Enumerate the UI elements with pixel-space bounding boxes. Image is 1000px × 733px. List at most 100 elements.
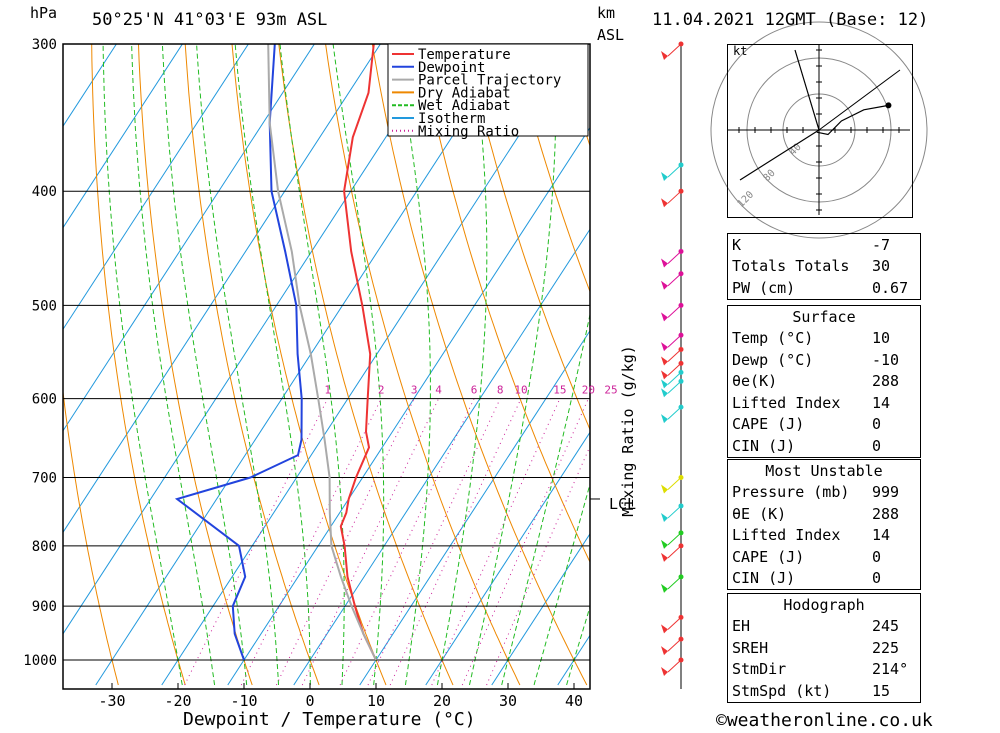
wind-barb-shaft xyxy=(667,273,682,287)
mu-key: CIN (J) xyxy=(732,569,796,588)
mixing-ratio-line xyxy=(389,398,522,686)
wind-barb-shaft xyxy=(667,362,682,376)
wind-barb-flag xyxy=(661,388,668,398)
pressure-tick-label: 700 xyxy=(32,471,57,487)
dry-adiabat-line xyxy=(325,44,521,686)
wind-barb-shaft xyxy=(667,251,682,264)
wet-adiabat-line xyxy=(533,482,590,686)
surface-row: CIN (J) 0 xyxy=(728,435,921,457)
sounding-series xyxy=(174,44,377,661)
dry-adiabat-line xyxy=(91,44,186,686)
hodograph-vector xyxy=(818,69,901,131)
wind-barb-shaft xyxy=(667,190,682,204)
hodograph-trace xyxy=(816,104,889,136)
wind-barb-shaft xyxy=(667,43,682,57)
mixing-ratio-label: 1 xyxy=(324,384,331,397)
mixing-ratio-line xyxy=(486,445,590,686)
wet-adiabat-line xyxy=(279,44,345,686)
wind-barb-shaft xyxy=(667,638,682,652)
surface-value: 0 xyxy=(872,415,882,434)
wind-barb-shaft xyxy=(667,380,682,394)
wind-barb-shaft xyxy=(667,406,682,420)
pressure-tick-label: 800 xyxy=(32,539,57,555)
surface-key: CAPE (J) xyxy=(732,415,805,434)
hodograph-title: Hodograph xyxy=(783,595,865,614)
wind-barb-shaft xyxy=(667,164,682,178)
lcl-label: LCL xyxy=(609,495,637,513)
hodograph-vector xyxy=(739,129,820,181)
dry-adiabat-line xyxy=(512,44,590,293)
surface-key: Lifted Index xyxy=(732,393,841,412)
surface-row: Temp (°C) 10 xyxy=(728,328,921,350)
hodograph-ring xyxy=(710,21,928,239)
mu-value: 14 xyxy=(872,526,891,545)
most-unstable-table: Most Unstable Pressure (mb) 999 θE (K) 288… xyxy=(727,459,921,590)
pressure-tick-label: 900 xyxy=(32,599,57,615)
legend-entry-label: Isotherm xyxy=(418,111,485,127)
datetime-title: 11.04.2021 12GMT (Base: 12) xyxy=(652,10,929,30)
mixing-ratio-line xyxy=(461,398,589,686)
index-value: -7 xyxy=(872,235,891,254)
wind-barb-flag xyxy=(661,512,668,522)
temperature-tick-label: -10 xyxy=(230,692,257,710)
mu-key: CAPE (J) xyxy=(732,547,805,566)
surface-row: Dewp (°C) -10 xyxy=(728,349,921,371)
legend-box xyxy=(387,43,589,137)
wind-barb-shaft xyxy=(667,477,682,490)
surface-row: Lifted Index 14 xyxy=(728,392,921,414)
stability-index-table: K -7 Totals Totals 30 PW (cm) 0.67 xyxy=(727,233,921,300)
mixing-ratio-label: 4 xyxy=(435,384,442,397)
mixing-ratio-line xyxy=(240,398,382,686)
parcel-trajectory-series-line xyxy=(267,44,377,661)
dry-adiabat-line xyxy=(63,388,119,686)
mu-row: CIN (J) 0 xyxy=(728,568,921,590)
location-title: 50°25'N 41°03'E 93m ASL xyxy=(92,10,328,30)
surface-key: CIN (J) xyxy=(732,436,796,455)
wet-adiabat-line xyxy=(102,44,183,686)
mixing-ratio-line xyxy=(339,398,475,686)
dry-adiabat-line xyxy=(0,27,51,685)
mixing-ratio-label: 2 xyxy=(378,384,385,397)
mu-value: 288 xyxy=(872,504,900,523)
mu-key: Pressure (mb) xyxy=(732,483,850,502)
pressure-unit-label: hPa xyxy=(30,4,58,22)
wind-barb-shaft xyxy=(667,372,682,385)
wind-barb-shaft xyxy=(667,659,682,673)
wind-barb-shaft xyxy=(667,532,682,546)
mixing-ratio-line xyxy=(275,398,415,686)
hodo-key: EH xyxy=(732,617,751,636)
isotherm-line xyxy=(293,228,590,686)
isotherm-line xyxy=(63,44,447,635)
index-row: K -7 xyxy=(728,234,921,256)
index-value: 30 xyxy=(872,257,891,276)
hodograph-vector xyxy=(794,49,820,131)
isotherm-lines xyxy=(63,44,590,686)
legend-entry-label: Dry Adiabat xyxy=(418,85,511,101)
hodograph-frame xyxy=(727,44,913,218)
wind-barb-shaft xyxy=(667,349,682,362)
hodo-value: 225 xyxy=(872,638,900,657)
wind-barb-flag xyxy=(661,414,668,424)
surface-row: CAPE (J) 0 xyxy=(728,414,921,436)
footer-credit[interactable]: ©weatheronline.co.uk xyxy=(716,710,933,731)
index-row: Totals Totals 30 xyxy=(728,256,921,278)
surface-value: 10 xyxy=(872,329,891,348)
surface-value: 288 xyxy=(872,372,900,391)
hodograph-table: Hodograph EH 245 SREH 225 StmDir 214° StmSp… xyxy=(727,593,921,703)
index-key: PW (cm) xyxy=(732,278,796,297)
isotherm-line xyxy=(491,532,590,686)
pressure-tick-label: 1000 xyxy=(23,653,57,669)
mu-value: 0 xyxy=(872,547,882,566)
legend-entry-label: Parcel Trajectory xyxy=(418,73,561,89)
mu-row: θE (K) 288 xyxy=(728,503,921,525)
wind-barb-shaft xyxy=(667,616,682,630)
wind-barb-flag xyxy=(661,552,668,562)
wet-adiabat-line xyxy=(469,44,557,686)
wind-barb-flag xyxy=(661,539,668,549)
index-key: Totals Totals xyxy=(732,257,850,276)
temperature-tick-label: 0 xyxy=(305,692,314,710)
dry-adiabat-line xyxy=(137,44,253,686)
legend-entry-label: Wet Adiabat xyxy=(418,98,511,114)
isotherm-line xyxy=(63,44,117,128)
